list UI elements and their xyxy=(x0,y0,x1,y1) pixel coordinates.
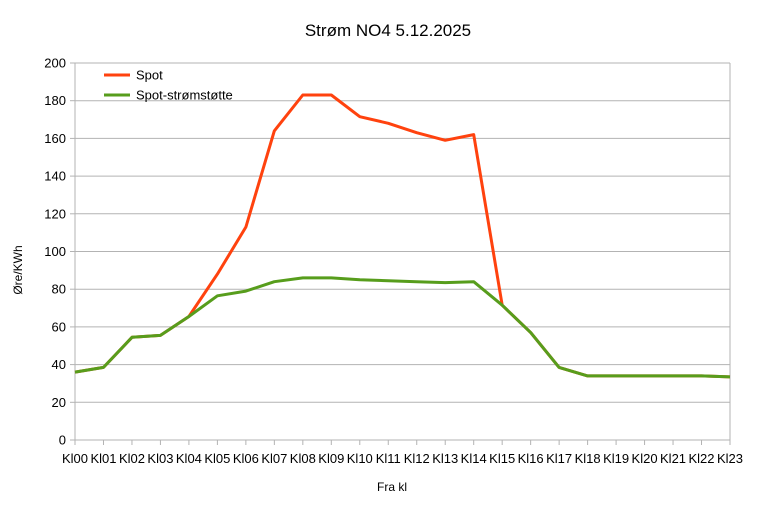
x-tick-label: Kl09 xyxy=(318,451,344,466)
x-tick-label: Kl14 xyxy=(461,451,487,466)
x-tick-label: Kl00 xyxy=(62,451,88,466)
legend: Spot Spot-strømstøtte xyxy=(104,68,233,103)
y-tick-label: 80 xyxy=(52,282,66,297)
x-tick-label: Kl05 xyxy=(204,451,230,466)
x-tick-label: Kl13 xyxy=(432,451,458,466)
y-tick-label: 200 xyxy=(44,56,66,71)
legend-label: Spot-strømstøtte xyxy=(136,88,233,103)
y-axis-label: Øre/KWh xyxy=(11,245,25,294)
y-tick-label: 120 xyxy=(44,206,66,221)
x-tick-label: Kl21 xyxy=(660,451,686,466)
x-tick-label: Kl11 xyxy=(376,451,401,466)
x-tick-label: Kl23 xyxy=(717,451,743,466)
x-tick-label: Kl18 xyxy=(575,451,601,466)
y-tick-label: 100 xyxy=(44,244,66,259)
x-tick-label: Kl04 xyxy=(176,451,202,466)
series-line-spot-stromstotte xyxy=(74,276,731,379)
x-tick-label: Kl03 xyxy=(147,451,173,466)
y-tick-label: 20 xyxy=(52,395,66,410)
y-tick-label: 40 xyxy=(52,357,66,372)
x-tick-label: Kl22 xyxy=(689,451,715,466)
x-tick-label: Kl16 xyxy=(518,451,544,466)
x-tick-label: Kl15 xyxy=(489,451,515,466)
x-tick-label: Kl10 xyxy=(347,451,373,466)
y-tick-label: 140 xyxy=(44,169,66,184)
x-axis-ticks: Kl00 Kl01 Kl02 Kl03 Kl04 Kl05 Kl06 Kl07 Kl08 Kl09… xyxy=(62,440,743,466)
y-tick-label: 180 xyxy=(44,93,66,108)
x-tick-label: Kl07 xyxy=(261,451,287,466)
x-tick-label: Kl17 xyxy=(546,451,572,466)
x-tick-label: Kl06 xyxy=(233,451,259,466)
x-tick-label: Kl08 xyxy=(290,451,316,466)
series-line-spot xyxy=(74,93,731,379)
series-lines xyxy=(74,93,731,379)
x-tick-label: Kl12 xyxy=(404,451,430,466)
y-axis-ticks: 0 20 40 60 80 100 120 140 160 180 200 xyxy=(44,56,75,448)
x-tick-label: Kl19 xyxy=(603,451,629,466)
x-tick-label: Kl01 xyxy=(90,451,116,466)
y-tick-label: 0 xyxy=(59,433,66,448)
y-tick-label: 60 xyxy=(52,319,66,334)
x-axis-label: Fra kl xyxy=(377,480,407,494)
chart-title: Strøm NO4 5.12.2025 xyxy=(305,21,471,40)
x-tick-label: Kl20 xyxy=(632,451,658,466)
x-tick-label: Kl02 xyxy=(119,451,145,466)
legend-label: Spot xyxy=(136,68,163,83)
grid xyxy=(74,62,731,441)
y-tick-label: 160 xyxy=(44,131,66,146)
